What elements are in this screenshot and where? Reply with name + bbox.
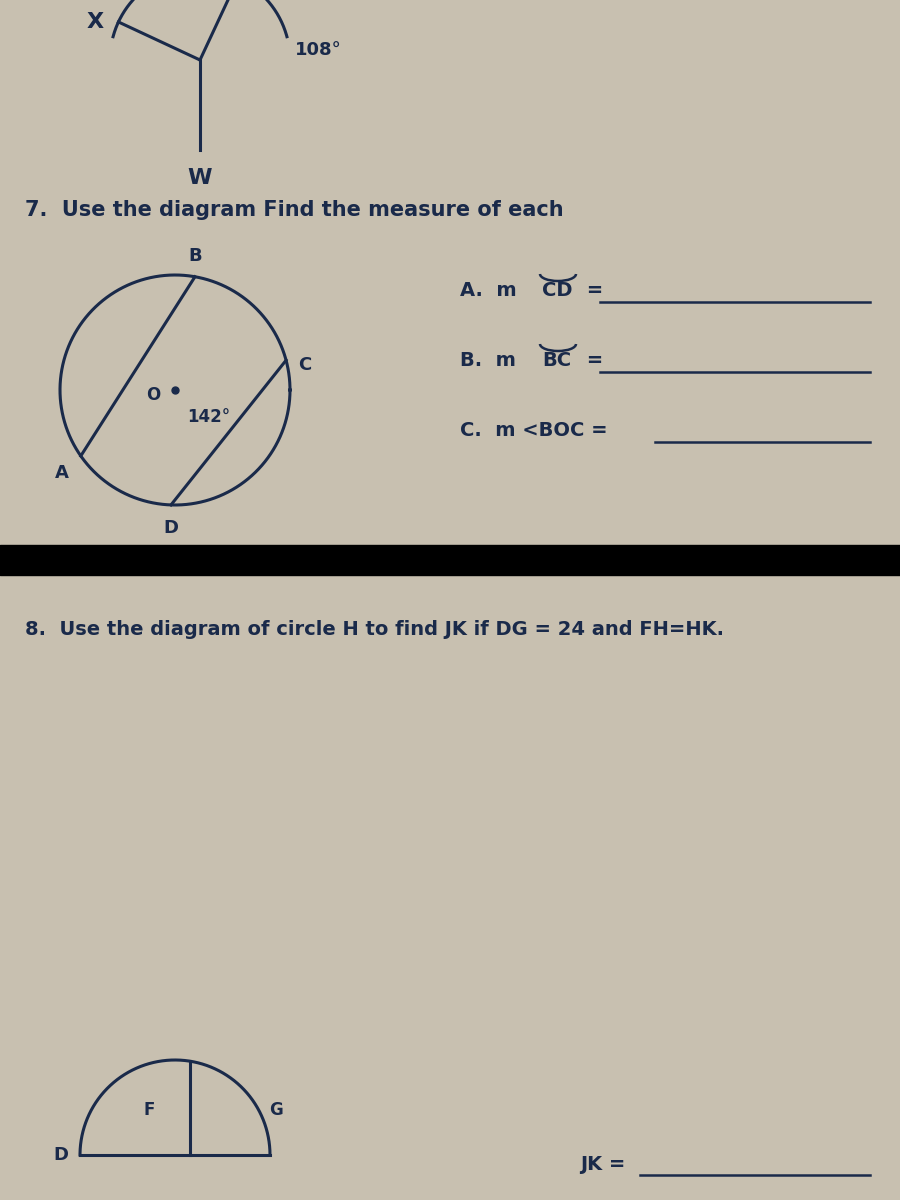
Text: F: F [143,1100,155,1118]
Text: B.  m: B. m [460,350,523,370]
Text: 142°: 142° [187,408,230,426]
Text: B: B [188,247,202,265]
Text: CD: CD [542,281,572,300]
Text: X: X [86,12,104,32]
Text: =: = [580,281,603,300]
Text: JK =: JK = [580,1156,626,1175]
Text: 108°: 108° [295,41,342,59]
Text: 8.  Use the diagram of circle H to find JK if DG = 24 and FH=HK.: 8. Use the diagram of circle H to find J… [25,620,724,638]
Text: =: = [580,350,603,370]
Text: C: C [298,356,311,374]
Text: A.  m: A. m [460,281,524,300]
Text: A: A [55,464,68,482]
Text: O: O [146,386,160,404]
Text: BC: BC [542,350,572,370]
Text: D: D [164,518,178,536]
Text: G: G [269,1100,283,1118]
Text: D: D [53,1146,68,1164]
Text: 7.  Use the diagram Find the measure of each: 7. Use the diagram Find the measure of e… [25,200,563,220]
Text: C.  m <BOC =: C. m <BOC = [460,420,608,439]
Text: W: W [188,168,212,188]
